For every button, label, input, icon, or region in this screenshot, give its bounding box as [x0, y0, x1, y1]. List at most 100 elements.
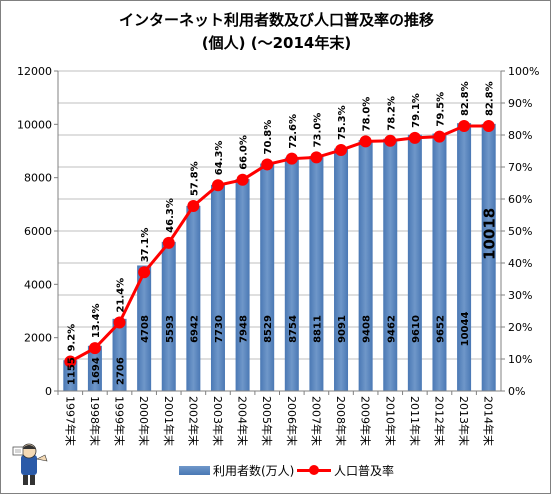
line-point [261, 158, 274, 171]
bar [383, 138, 398, 391]
y-left-tick-label: 2000 [24, 332, 52, 345]
bar-value-label: 8529 [263, 315, 274, 343]
bar-value-label: 9652 [435, 315, 446, 343]
x-tick-label: 2009年末 [359, 396, 373, 446]
bar-value-label: 9462 [386, 315, 397, 343]
chart-title: インターネット利用者数及び人口普及率の推移 [118, 11, 434, 29]
line-point [359, 135, 372, 148]
line-point [113, 316, 126, 329]
line-point [384, 134, 397, 147]
line-value-label: 82.8% [485, 81, 496, 116]
bar-value-label: 10044 [460, 312, 471, 347]
bar-value-label: 6942 [189, 315, 200, 343]
bar [63, 360, 78, 391]
line-value-label: 72.6% [288, 114, 299, 149]
line-point [458, 120, 471, 133]
penetration-line [69, 124, 489, 363]
y-right-tick-label: 0% [508, 385, 525, 398]
y-right-tick-label: 70% [508, 161, 532, 174]
y-right-tick-label: 40% [508, 257, 532, 270]
line-value-label: 13.4% [91, 303, 102, 338]
y-right-tick-label: 80% [508, 129, 532, 142]
y-right-tick-label: 60% [508, 193, 532, 206]
x-tick-label: 2000年末 [137, 396, 151, 446]
x-tick-label: 2005年末 [260, 396, 274, 446]
x-tick-label: 1999年末 [113, 396, 127, 446]
line-point [236, 173, 249, 186]
bar [260, 163, 275, 391]
x-tick-label: 2003年末 [211, 396, 225, 446]
line-value-label: 37.1% [140, 228, 151, 263]
bar [186, 205, 201, 391]
bar-value-label: 5593 [165, 315, 176, 343]
bar-value-label: 7948 [239, 315, 250, 343]
line-point [138, 266, 151, 279]
legend-label-users: 利用者数(万人) [213, 463, 295, 478]
bar [457, 123, 472, 391]
bar-value-label: 9091 [337, 315, 348, 343]
line-point [335, 144, 348, 157]
line-value-label: 70.8% [263, 120, 274, 155]
bar [235, 179, 250, 391]
x-tick-label: 1998年末 [88, 396, 102, 446]
bar-value-label: 9610 [411, 315, 422, 343]
bar-value-label: 8811 [312, 315, 323, 343]
y-right-tick-label: 100% [508, 65, 539, 78]
data-labels: 1155 1694 2706 4708 5593 6942 7730 7948 8529 8754… [66, 81, 498, 385]
bar [284, 157, 299, 391]
line-value-label: 21.4% [116, 278, 127, 313]
bar-series [63, 123, 496, 391]
bar [309, 156, 324, 391]
bar-value-label: 4708 [140, 315, 151, 343]
line-series [64, 120, 495, 368]
line-value-label: 9.2% [66, 324, 77, 352]
line-point [211, 179, 224, 192]
bar [432, 133, 447, 391]
line-point [408, 131, 421, 144]
line-value-label: 64.3% [214, 141, 225, 176]
y-left-tick-label: 10000 [17, 118, 52, 131]
x-tick-label: 2006年末 [285, 396, 299, 446]
line-value-label: 82.8% [460, 81, 471, 116]
bar-value-label: 8754 [288, 315, 299, 343]
bar [358, 140, 373, 391]
line-value-label: 78.2% [386, 96, 397, 131]
y-right-tick-label: 20% [508, 321, 532, 334]
line-point [310, 151, 323, 164]
y-left-tick-label: 6000 [24, 225, 52, 238]
y-left-tick-label: 12000 [17, 65, 52, 78]
y-right-tick-label: 90% [508, 97, 532, 110]
chart-legend: 利用者数(万人) 人口普及率 [1, 460, 551, 480]
bar-value-label: 10018 [481, 208, 499, 260]
y-left-tick-label: 4000 [24, 278, 52, 291]
line-value-label: 66.0% [239, 135, 250, 170]
line-value-label: 75.3% [337, 105, 348, 140]
x-tick-label: 2012年末 [432, 396, 446, 446]
line-point [64, 355, 77, 368]
bar [161, 241, 176, 391]
bar [112, 318, 127, 391]
y-right-tick-label: 10% [508, 353, 532, 366]
x-tick-label: 2002年末 [186, 396, 200, 446]
line-point [285, 152, 298, 165]
legend-item-penetration: 人口普及率 [297, 463, 395, 478]
chart-subtitle: (個人) (〜2014年末) [201, 34, 352, 52]
bar [334, 148, 349, 391]
x-tick-label: 2004年末 [236, 396, 250, 446]
line-point [482, 120, 495, 133]
y-left-tick-label: 8000 [24, 172, 52, 185]
bar [407, 134, 422, 391]
x-tick-label: 2014年末 [482, 396, 496, 446]
x-tick-label: 2008年末 [334, 396, 348, 446]
bar-value-label: 1694 [91, 357, 102, 385]
line-value-label: 46.3% [165, 198, 176, 233]
legend-label-penetration: 人口普及率 [334, 463, 395, 478]
line-value-label: 79.1% [411, 93, 422, 128]
line-point [88, 342, 101, 355]
bar-value-label: 9408 [362, 315, 373, 343]
line-point [433, 130, 446, 143]
x-tick-label: 2013年末 [457, 396, 471, 446]
x-tick-label: 2011年末 [408, 396, 422, 446]
bar [210, 184, 225, 391]
